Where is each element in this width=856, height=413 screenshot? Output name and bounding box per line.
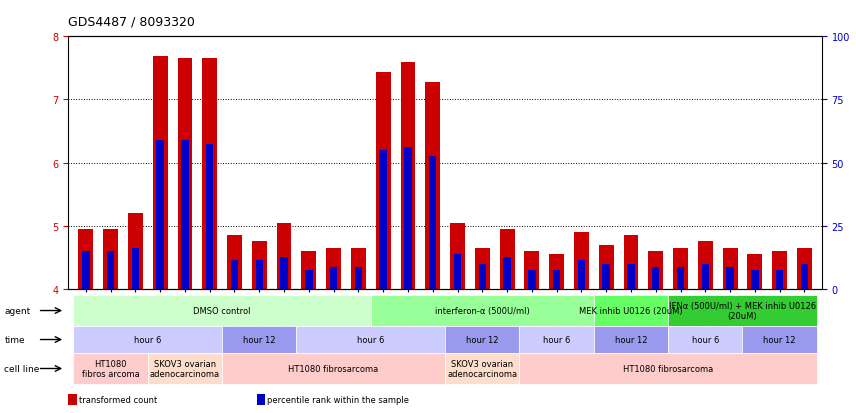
Bar [231,261,238,289]
Bar [528,270,536,289]
Bar [181,141,188,289]
Bar [553,270,561,289]
Bar [301,251,316,289]
Text: hour 6: hour 6 [692,335,719,344]
Bar [776,270,783,289]
Bar [376,73,390,289]
Bar [772,251,787,289]
Bar [550,254,564,289]
Bar [79,229,93,289]
Bar [450,223,465,289]
Text: MEK inhib U0126 (20uM): MEK inhib U0126 (20uM) [580,306,683,315]
Bar [503,258,511,289]
Text: SKOV3 ovarian
adenocarcinoma: SKOV3 ovarian adenocarcinoma [150,359,220,378]
Text: HT1080
fibros arcoma: HT1080 fibros arcoma [81,359,140,378]
Bar [800,264,808,289]
Bar [276,223,292,289]
Bar [677,267,684,289]
Bar [107,251,115,289]
Bar [354,267,362,289]
Bar [326,248,341,289]
Text: transformed count: transformed count [79,395,157,404]
Bar [702,264,709,289]
Text: hour 6: hour 6 [357,335,384,344]
Text: cell line: cell line [4,364,39,373]
Bar [177,59,193,289]
Bar [574,233,589,289]
Bar [401,62,415,289]
Bar [351,248,366,289]
Text: hour 12: hour 12 [615,335,647,344]
Bar [479,264,486,289]
Bar [132,248,139,289]
Text: SKOV3 ovarian
adenocarcinoma: SKOV3 ovarian adenocarcinoma [447,359,517,378]
Text: HT1080 fibrosarcoma: HT1080 fibrosarcoma [288,364,378,373]
Bar [429,157,437,289]
Bar [305,270,312,289]
Bar [256,261,263,289]
Bar [202,59,217,289]
Bar [648,251,663,289]
Bar [425,83,440,289]
Text: HT1080 fibrosarcoma: HT1080 fibrosarcoma [623,364,713,373]
Text: IFNα (500U/ml) + MEK inhib U0126
(20uM): IFNα (500U/ml) + MEK inhib U0126 (20uM) [669,301,816,320]
Bar [128,214,143,289]
Bar [698,242,713,289]
Bar [379,150,387,289]
Bar [652,267,659,289]
Text: hour 12: hour 12 [243,335,276,344]
Text: percentile rank within the sample: percentile rank within the sample [267,395,409,404]
Bar [598,245,614,289]
Text: hour 12: hour 12 [466,335,498,344]
Text: interferon-α (500U/ml): interferon-α (500U/ml) [435,306,530,315]
Bar [578,261,586,289]
Bar [475,248,490,289]
Bar [751,270,758,289]
Bar [82,251,90,289]
Text: GDS4487 / 8093320: GDS4487 / 8093320 [68,16,195,29]
Bar [673,248,688,289]
Bar [627,264,634,289]
Text: DMSO control: DMSO control [193,306,251,315]
Text: hour 6: hour 6 [543,335,570,344]
Bar [280,258,288,289]
Bar [227,235,242,289]
Text: hour 6: hour 6 [134,335,162,344]
Bar [623,235,639,289]
Bar [500,229,514,289]
Bar [525,251,539,289]
Bar [330,267,337,289]
Bar [797,248,811,289]
Text: time: time [4,335,25,344]
Bar [157,141,163,289]
Text: hour 12: hour 12 [764,335,796,344]
Bar [722,248,738,289]
Bar [206,144,213,289]
Bar [252,242,267,289]
Bar [152,57,168,289]
Text: agent: agent [4,306,31,315]
Bar [747,254,763,289]
Bar [727,267,734,289]
Bar [404,147,412,289]
Bar [603,264,609,289]
Bar [104,229,118,289]
Bar [454,254,461,289]
